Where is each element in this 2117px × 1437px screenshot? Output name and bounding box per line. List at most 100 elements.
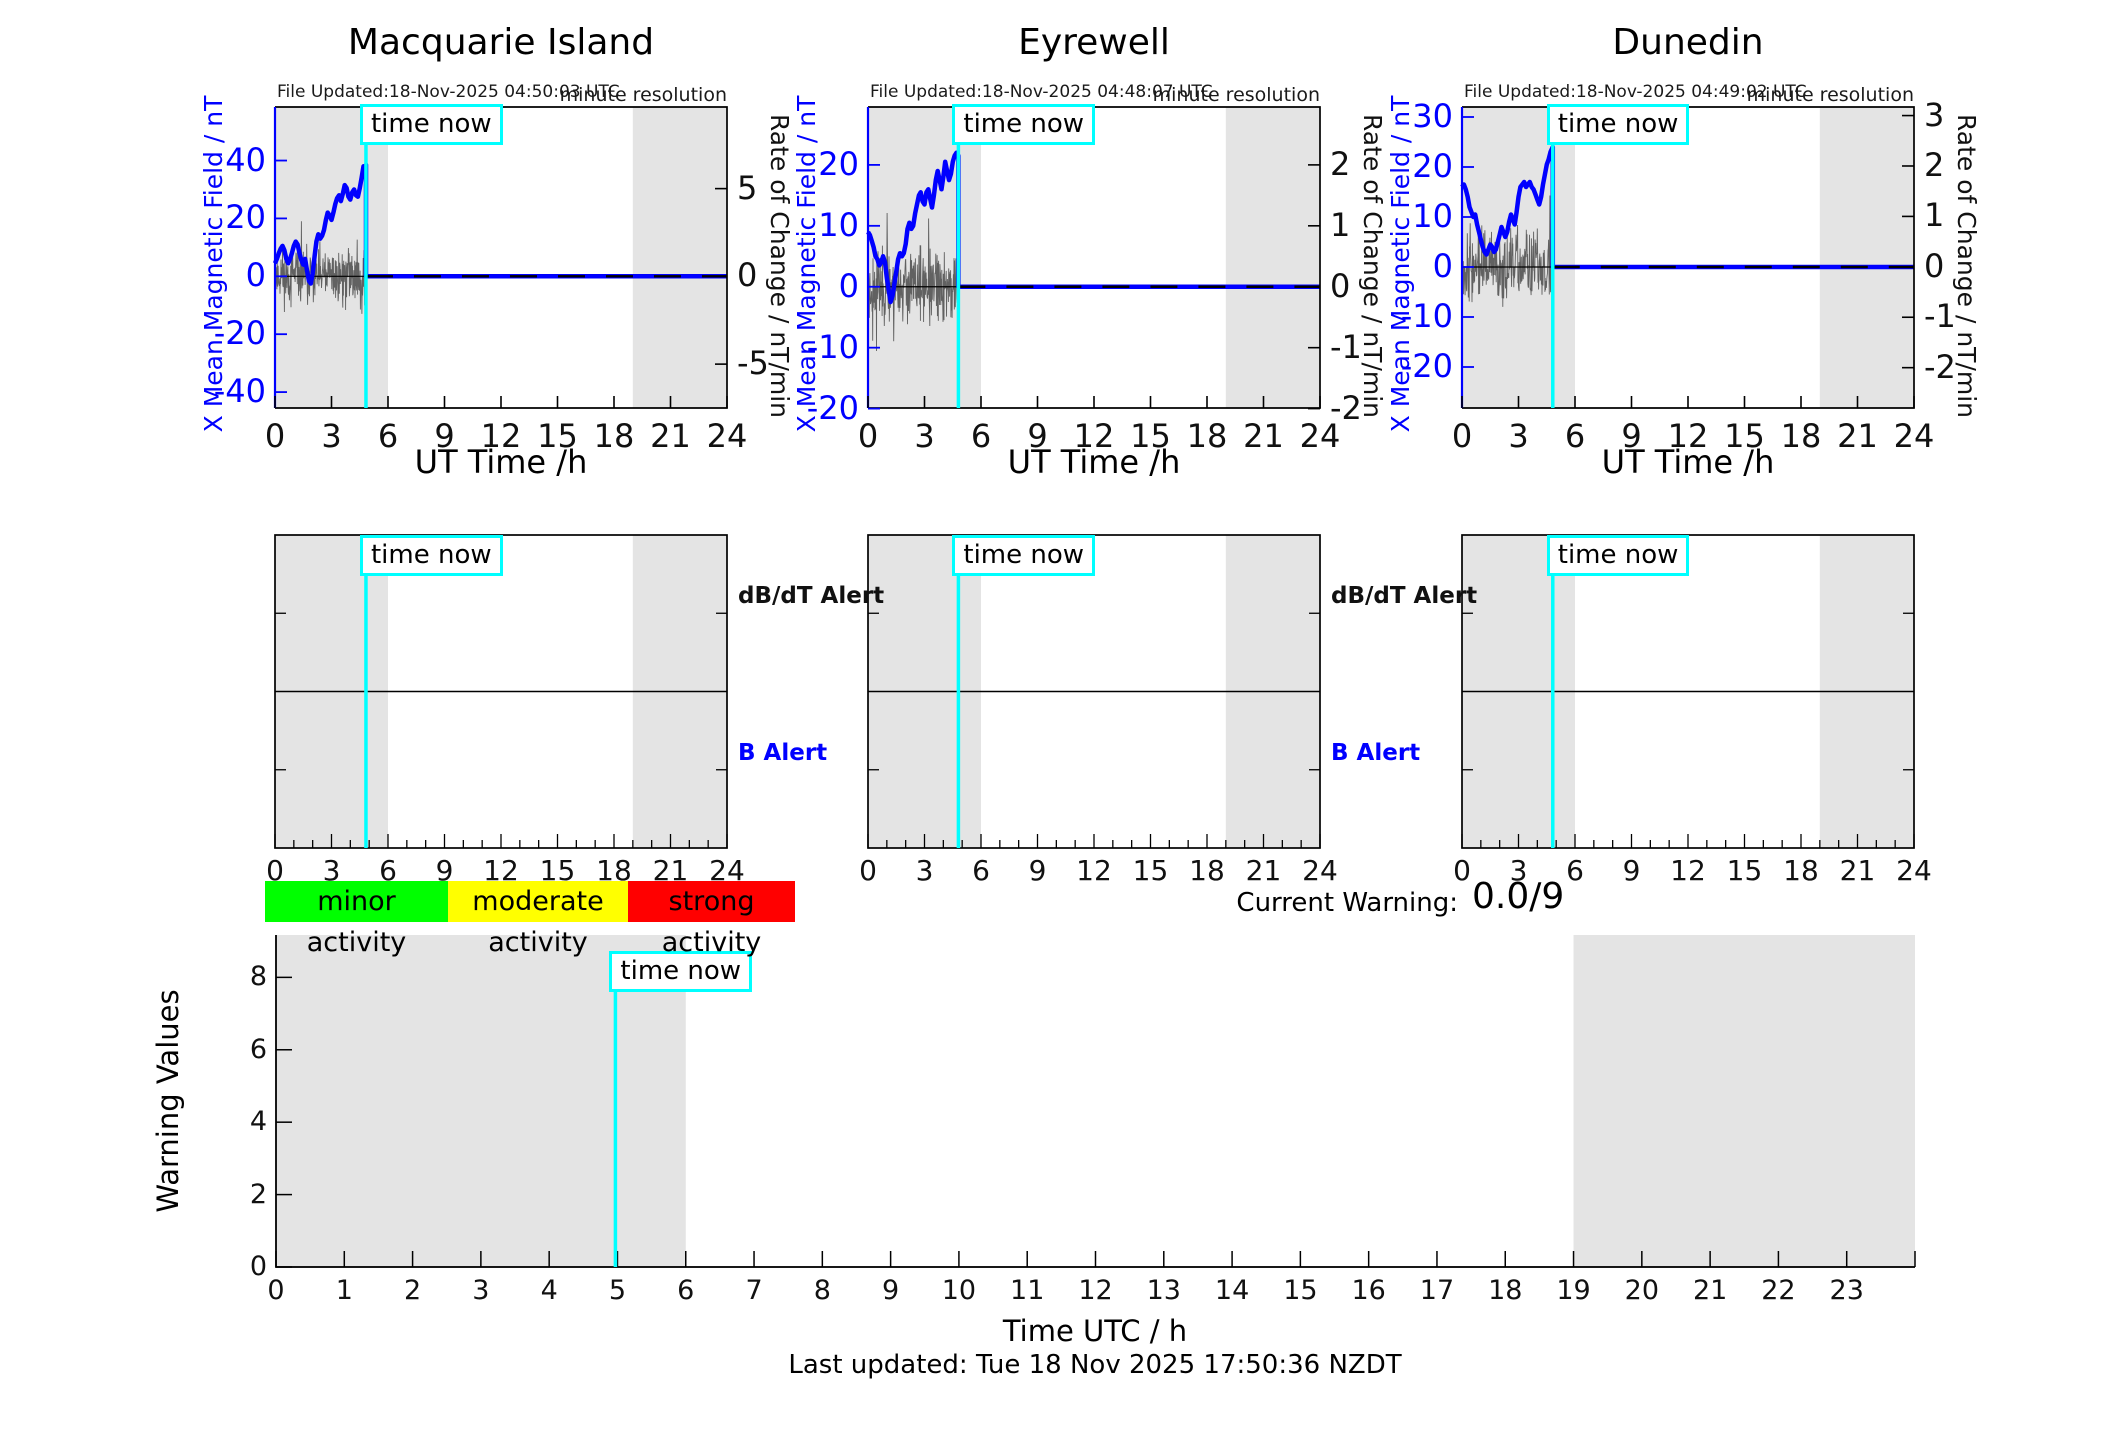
x-tick-label: 3	[915, 854, 934, 887]
x-tick-label: 10	[941, 1275, 977, 1306]
x-tick-label: 15	[1724, 417, 1765, 455]
x-tick-label: 12	[1670, 854, 1706, 887]
x-tick-label: 18	[1780, 417, 1822, 455]
last-updated-text: Last updated: Tue 18 Nov 2025 17:50:36 N…	[788, 1350, 1402, 1380]
rate-of-change-noise	[274, 221, 367, 314]
y-tick-label-left: 10	[818, 206, 859, 245]
x-tick-label: 12	[1076, 854, 1112, 887]
x-tick-label: 22	[1761, 1275, 1796, 1306]
x-tick-label: 0	[264, 417, 286, 455]
x-tick-label: 9	[435, 854, 454, 887]
x-tick-label: 15	[1283, 1275, 1318, 1306]
x-tick-label: 6	[1566, 854, 1584, 887]
x-tick-label: 3	[914, 417, 935, 455]
x-tick-label: 4	[540, 1275, 558, 1306]
x-tick-label: 9	[1028, 854, 1047, 887]
x-tick-label: 16	[1351, 1275, 1386, 1306]
y-tick-label-right: 1	[1330, 206, 1351, 245]
time-now-box: time now	[1546, 535, 1690, 576]
x-tick-label: 12	[1078, 1275, 1113, 1306]
legend-strong-activity: strong activity	[628, 881, 795, 958]
file-updated-text: File Updated:18-Nov-2025 04:50:03 UTC	[277, 82, 620, 102]
y-axis-label: Warning Values	[150, 989, 185, 1213]
y-tick-label: 6	[249, 1033, 267, 1065]
x-tick-label: 15	[1130, 417, 1171, 455]
x-tick-label: 8	[813, 1275, 831, 1306]
y-tick-label-left: -20	[1400, 347, 1453, 386]
y-axis-label-left: X Mean Magnetic Field / nT	[791, 95, 821, 432]
y-tick-label-left: -20	[806, 388, 859, 427]
current-warning-value: 0.0/9	[1472, 876, 1565, 917]
x-axis-label: UT Time /h	[1007, 443, 1181, 481]
y-tick-label-left: 20	[225, 198, 266, 237]
y-tick-label-left: 40	[225, 140, 266, 179]
legend-moderate-activity: moderate activity	[448, 881, 628, 958]
x-tick-label: 2	[403, 1275, 422, 1306]
x-tick-label: 3	[1508, 417, 1529, 455]
dbdt-alert-label: dB/dT Alert	[738, 583, 885, 609]
x-tick-label: 7	[745, 1275, 763, 1306]
x-tick-label: 0	[1451, 417, 1473, 455]
x-tick-label: 0	[267, 1275, 285, 1306]
x-tick-label: 15	[1132, 854, 1169, 887]
x-tick-label: 6	[377, 417, 399, 455]
x-tick-label: 15	[537, 417, 578, 455]
magnetic-field-series	[272, 162, 727, 286]
y-tick-label-right: -2	[1924, 347, 1956, 386]
y-tick-label-left: 10	[1412, 197, 1453, 236]
y-tick-label-right: 0	[1330, 266, 1351, 305]
y-tick-label-right: -5	[737, 344, 769, 383]
x-tick-label: 21	[1245, 854, 1282, 887]
b-alert-label: B Alert	[738, 740, 828, 766]
x-tick-label: 13	[1146, 1275, 1181, 1306]
x-tick-label: 0	[266, 854, 284, 887]
time-now-box: time now	[359, 535, 503, 576]
x-tick-label: 24	[1299, 417, 1341, 455]
night-shading-band	[1819, 107, 1914, 408]
x-tick-label: 18	[1783, 854, 1819, 887]
night-shading-band	[1462, 107, 1575, 408]
x-tick-label: 24	[1896, 854, 1932, 887]
y-tick-label-left: 30	[1412, 97, 1453, 136]
x-tick-label: 6	[1564, 417, 1586, 455]
time-now-box: time now	[952, 104, 1096, 145]
y-axis-label-right: Rate of Change / nT/min	[1358, 113, 1388, 418]
x-tick-label: 12	[483, 854, 519, 887]
x-tick-label: 0	[1453, 854, 1471, 887]
time-now-box: time now	[1546, 104, 1690, 145]
x-tick-label: 11	[1010, 1275, 1045, 1306]
x-tick-label: 24	[706, 417, 748, 455]
x-tick-label: 15	[1726, 854, 1763, 887]
x-tick-label: 6	[970, 417, 992, 455]
rate-of-change-noise	[867, 212, 959, 352]
x-tick-label: 18	[596, 854, 632, 887]
x-tick-label: 5	[608, 1275, 627, 1306]
y-tick-label-left: -10	[1400, 297, 1453, 336]
x-tick-label: 15	[539, 854, 576, 887]
x-tick-label: 6	[677, 1275, 695, 1306]
resolution-note: minute resolution	[1746, 84, 1914, 106]
x-tick-label: 1	[335, 1275, 353, 1306]
y-tick-label-left: 20	[1412, 147, 1453, 186]
y-tick-label-right: 1	[1924, 196, 1945, 235]
x-tick-label: 12	[1073, 417, 1115, 455]
x-tick-label: 6	[379, 854, 397, 887]
x-tick-label: 14	[1214, 1275, 1250, 1306]
x-axis-label: UT Time /h	[1601, 443, 1775, 481]
time-now-box: time now	[609, 951, 753, 992]
y-axis-label-right: Rate of Change / nT/min	[1952, 113, 1982, 418]
x-tick-label: 21	[652, 854, 689, 887]
night-shading-band	[275, 107, 388, 408]
x-tick-label: 9	[1027, 417, 1048, 455]
x-tick-label: 0	[859, 854, 877, 887]
night-shading-band	[632, 107, 727, 408]
y-tick-label-left: 0	[245, 256, 266, 295]
y-tick-label-left: 0	[1432, 247, 1453, 286]
x-tick-label: 24	[709, 854, 745, 887]
y-tick-label-right: -1	[1330, 327, 1362, 366]
y-tick-label-left: 0	[838, 266, 859, 305]
activity-legend: minor activitymoderate activitystrong ac…	[265, 881, 795, 958]
y-axis-label-right: Rate of Change / nT/min	[765, 113, 795, 418]
y-tick-label-left: -20	[213, 314, 266, 353]
